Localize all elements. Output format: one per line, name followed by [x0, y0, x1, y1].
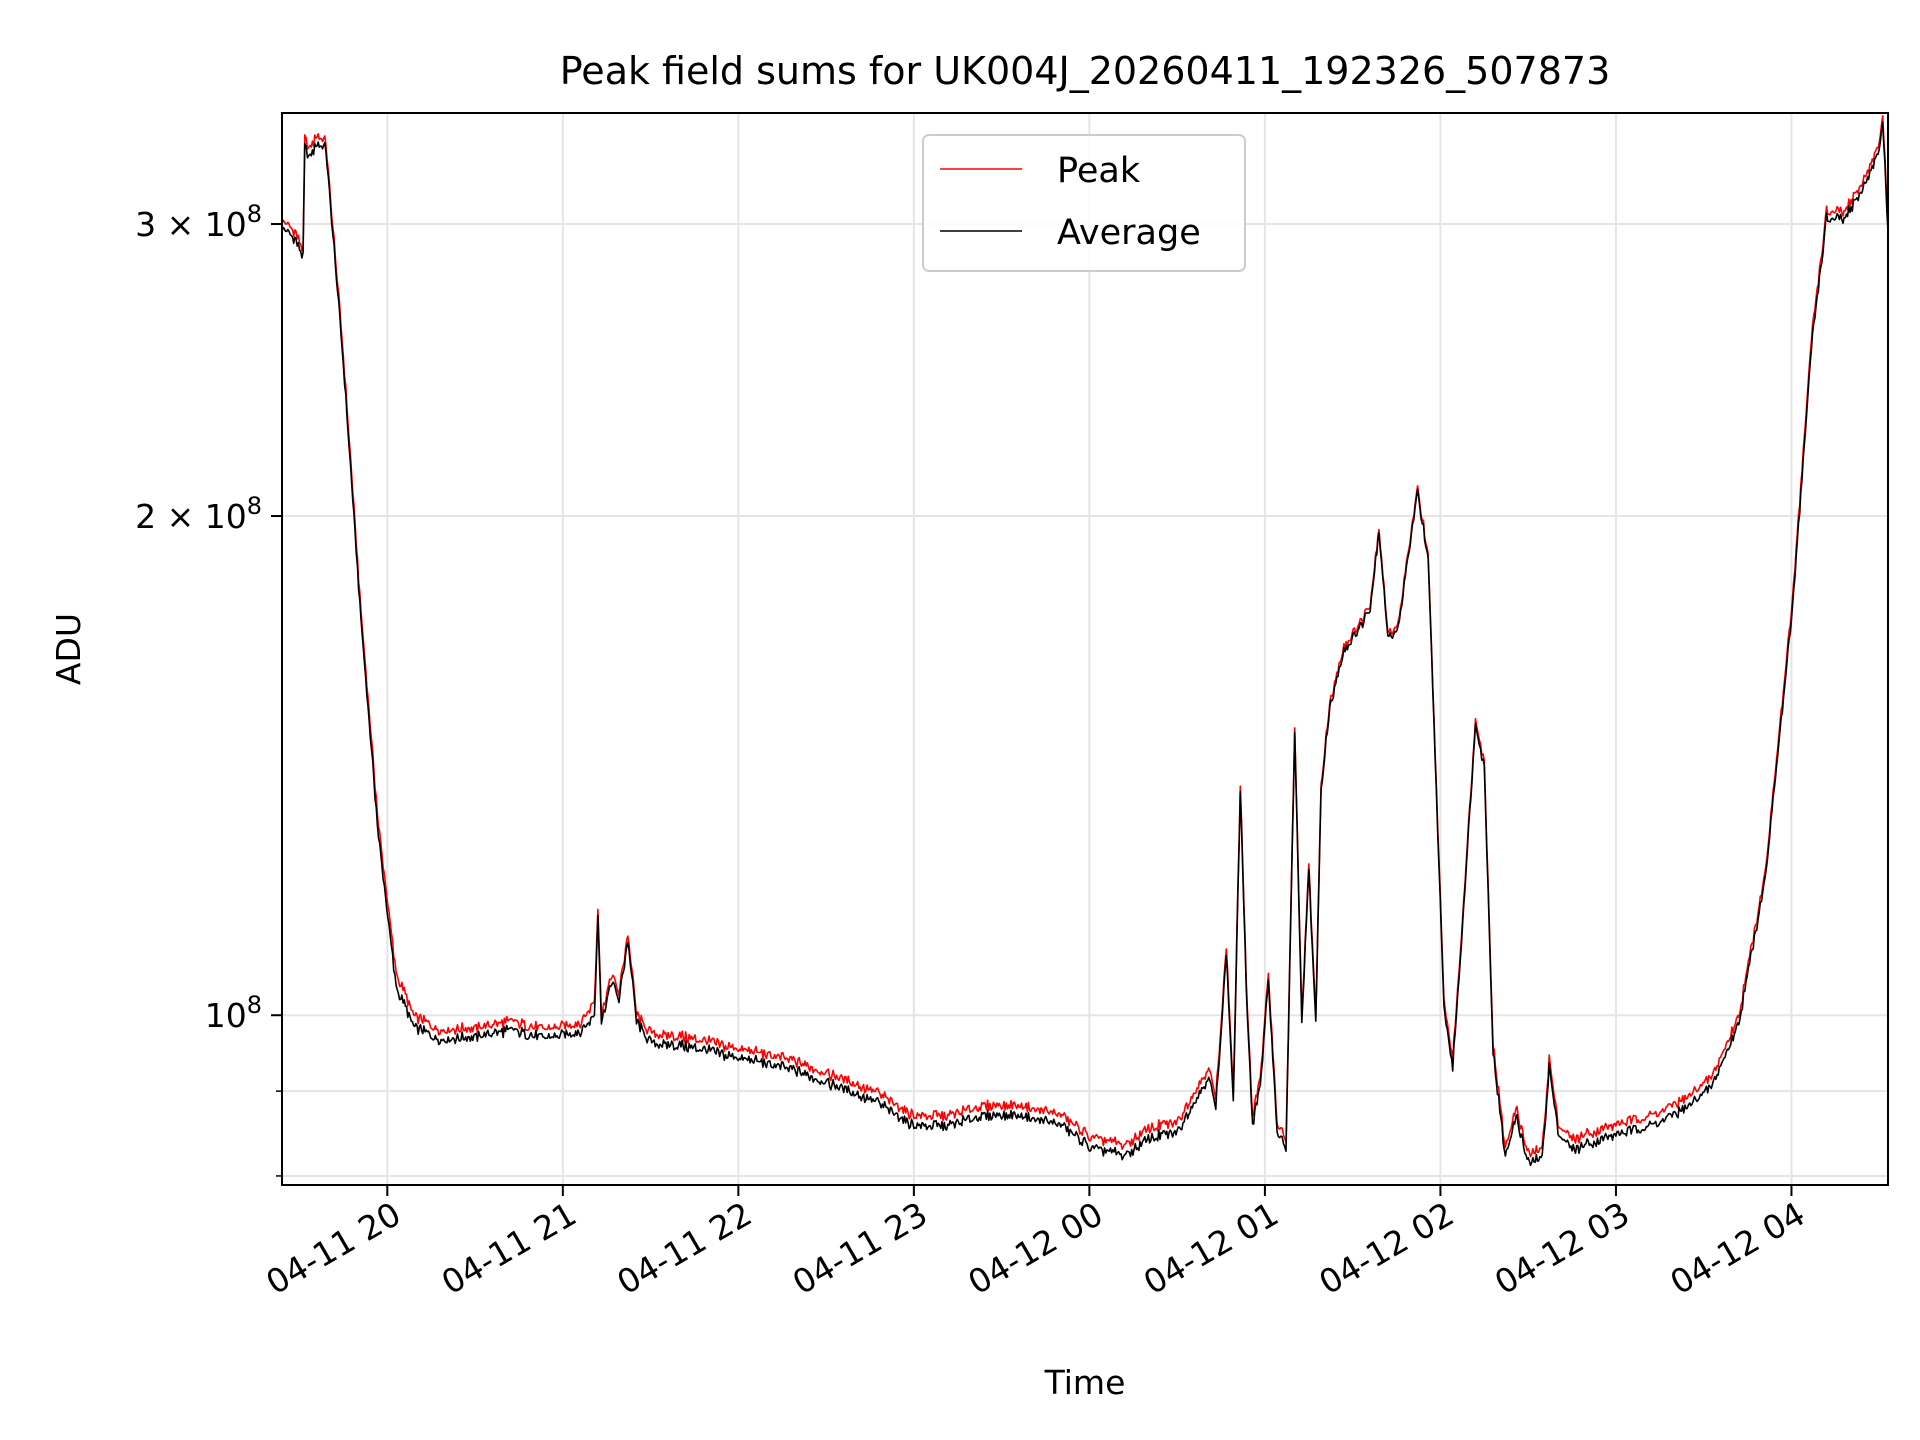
legend-label-peak: Peak [1057, 151, 1141, 191]
plot-frame [281, 112, 1889, 1186]
x-axis-label: Time [1044, 1363, 1126, 1402]
series-lines [282, 115, 1888, 1167]
chart-title: Peak field sums for UK004J_20260411_1923… [560, 49, 1611, 93]
series-line-average [282, 121, 1888, 1167]
y-axis-label: ADU [49, 613, 88, 685]
y-tick-label: 108 [205, 991, 262, 1035]
legend: Peak Average [922, 134, 1246, 272]
series-line-peak [282, 115, 1888, 1158]
legend-label-average: Average [1057, 213, 1201, 253]
grid-lines [282, 113, 1888, 1185]
y-tick-label: 2 × 108 [135, 492, 262, 536]
y-tick-label: 3 × 108 [135, 200, 262, 244]
